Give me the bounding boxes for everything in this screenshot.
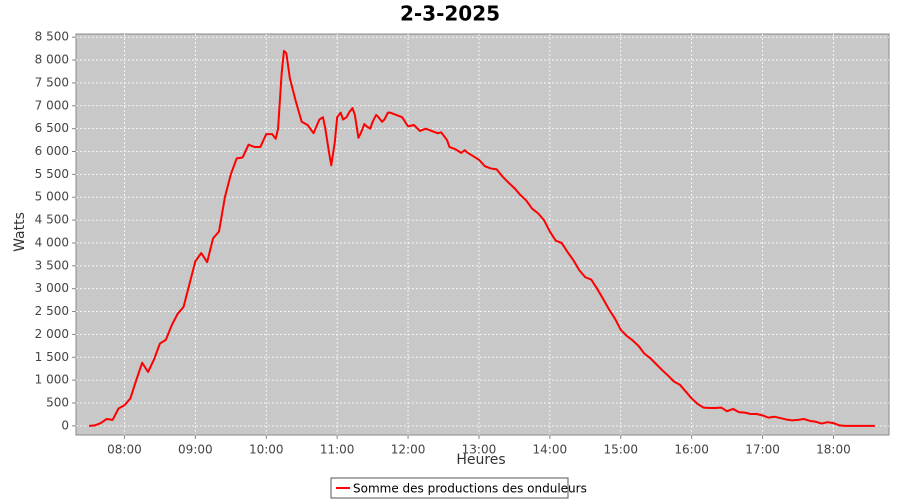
x-tick-label: 12:00 bbox=[391, 443, 426, 457]
x-tick-label: 16:00 bbox=[674, 443, 709, 457]
x-tick-label: 15:00 bbox=[603, 443, 638, 457]
y-tick-label: 3 000 bbox=[35, 281, 69, 295]
y-tick-label: 2 500 bbox=[35, 304, 69, 318]
y-tick-label: 500 bbox=[46, 395, 69, 409]
y-tick-label: 2 000 bbox=[35, 327, 69, 341]
y-tick-label: 4 500 bbox=[35, 213, 69, 227]
x-tick-label: 13:00 bbox=[462, 443, 497, 457]
legend-box bbox=[330, 477, 569, 499]
y-tick-label: 5 000 bbox=[35, 190, 69, 204]
y-tick-label: 3 500 bbox=[35, 258, 69, 272]
x-tick-label: 14:00 bbox=[533, 443, 568, 457]
x-tick-label: 18:00 bbox=[816, 443, 851, 457]
x-tick-label: 08:00 bbox=[107, 443, 142, 457]
x-tick-label: 09:00 bbox=[178, 443, 213, 457]
y-axis-label: Watts bbox=[12, 212, 28, 252]
y-tick-label: 6 500 bbox=[35, 121, 69, 135]
y-tick-label: 4 000 bbox=[35, 235, 69, 249]
y-tick-label: 0 bbox=[61, 418, 69, 432]
y-tick-label: 5 500 bbox=[35, 167, 69, 181]
legend: Somme des productions des onduleurs bbox=[330, 477, 587, 499]
y-tick-label: 8 000 bbox=[35, 53, 69, 67]
x-tick-label: 11:00 bbox=[320, 443, 355, 457]
line bbox=[88, 49, 875, 427]
legend-label: Somme des productions des onduleurs bbox=[353, 482, 587, 496]
y-tick-label: 7 000 bbox=[35, 98, 69, 112]
x-axis-label: Heures bbox=[456, 452, 505, 468]
chart-title: 2-3-2025 bbox=[400, 2, 500, 26]
x-tick-label: 17:00 bbox=[745, 443, 780, 457]
x-tick-label: 10:00 bbox=[249, 443, 284, 457]
y-tick-label: 6 000 bbox=[35, 144, 69, 158]
y-tick-label: 1 000 bbox=[35, 373, 69, 387]
plot-area bbox=[75, 33, 890, 436]
y-tick-label: 7 500 bbox=[35, 75, 69, 89]
y-tick-label: 1 500 bbox=[35, 350, 69, 364]
y-tick-label: 8 500 bbox=[35, 30, 69, 44]
